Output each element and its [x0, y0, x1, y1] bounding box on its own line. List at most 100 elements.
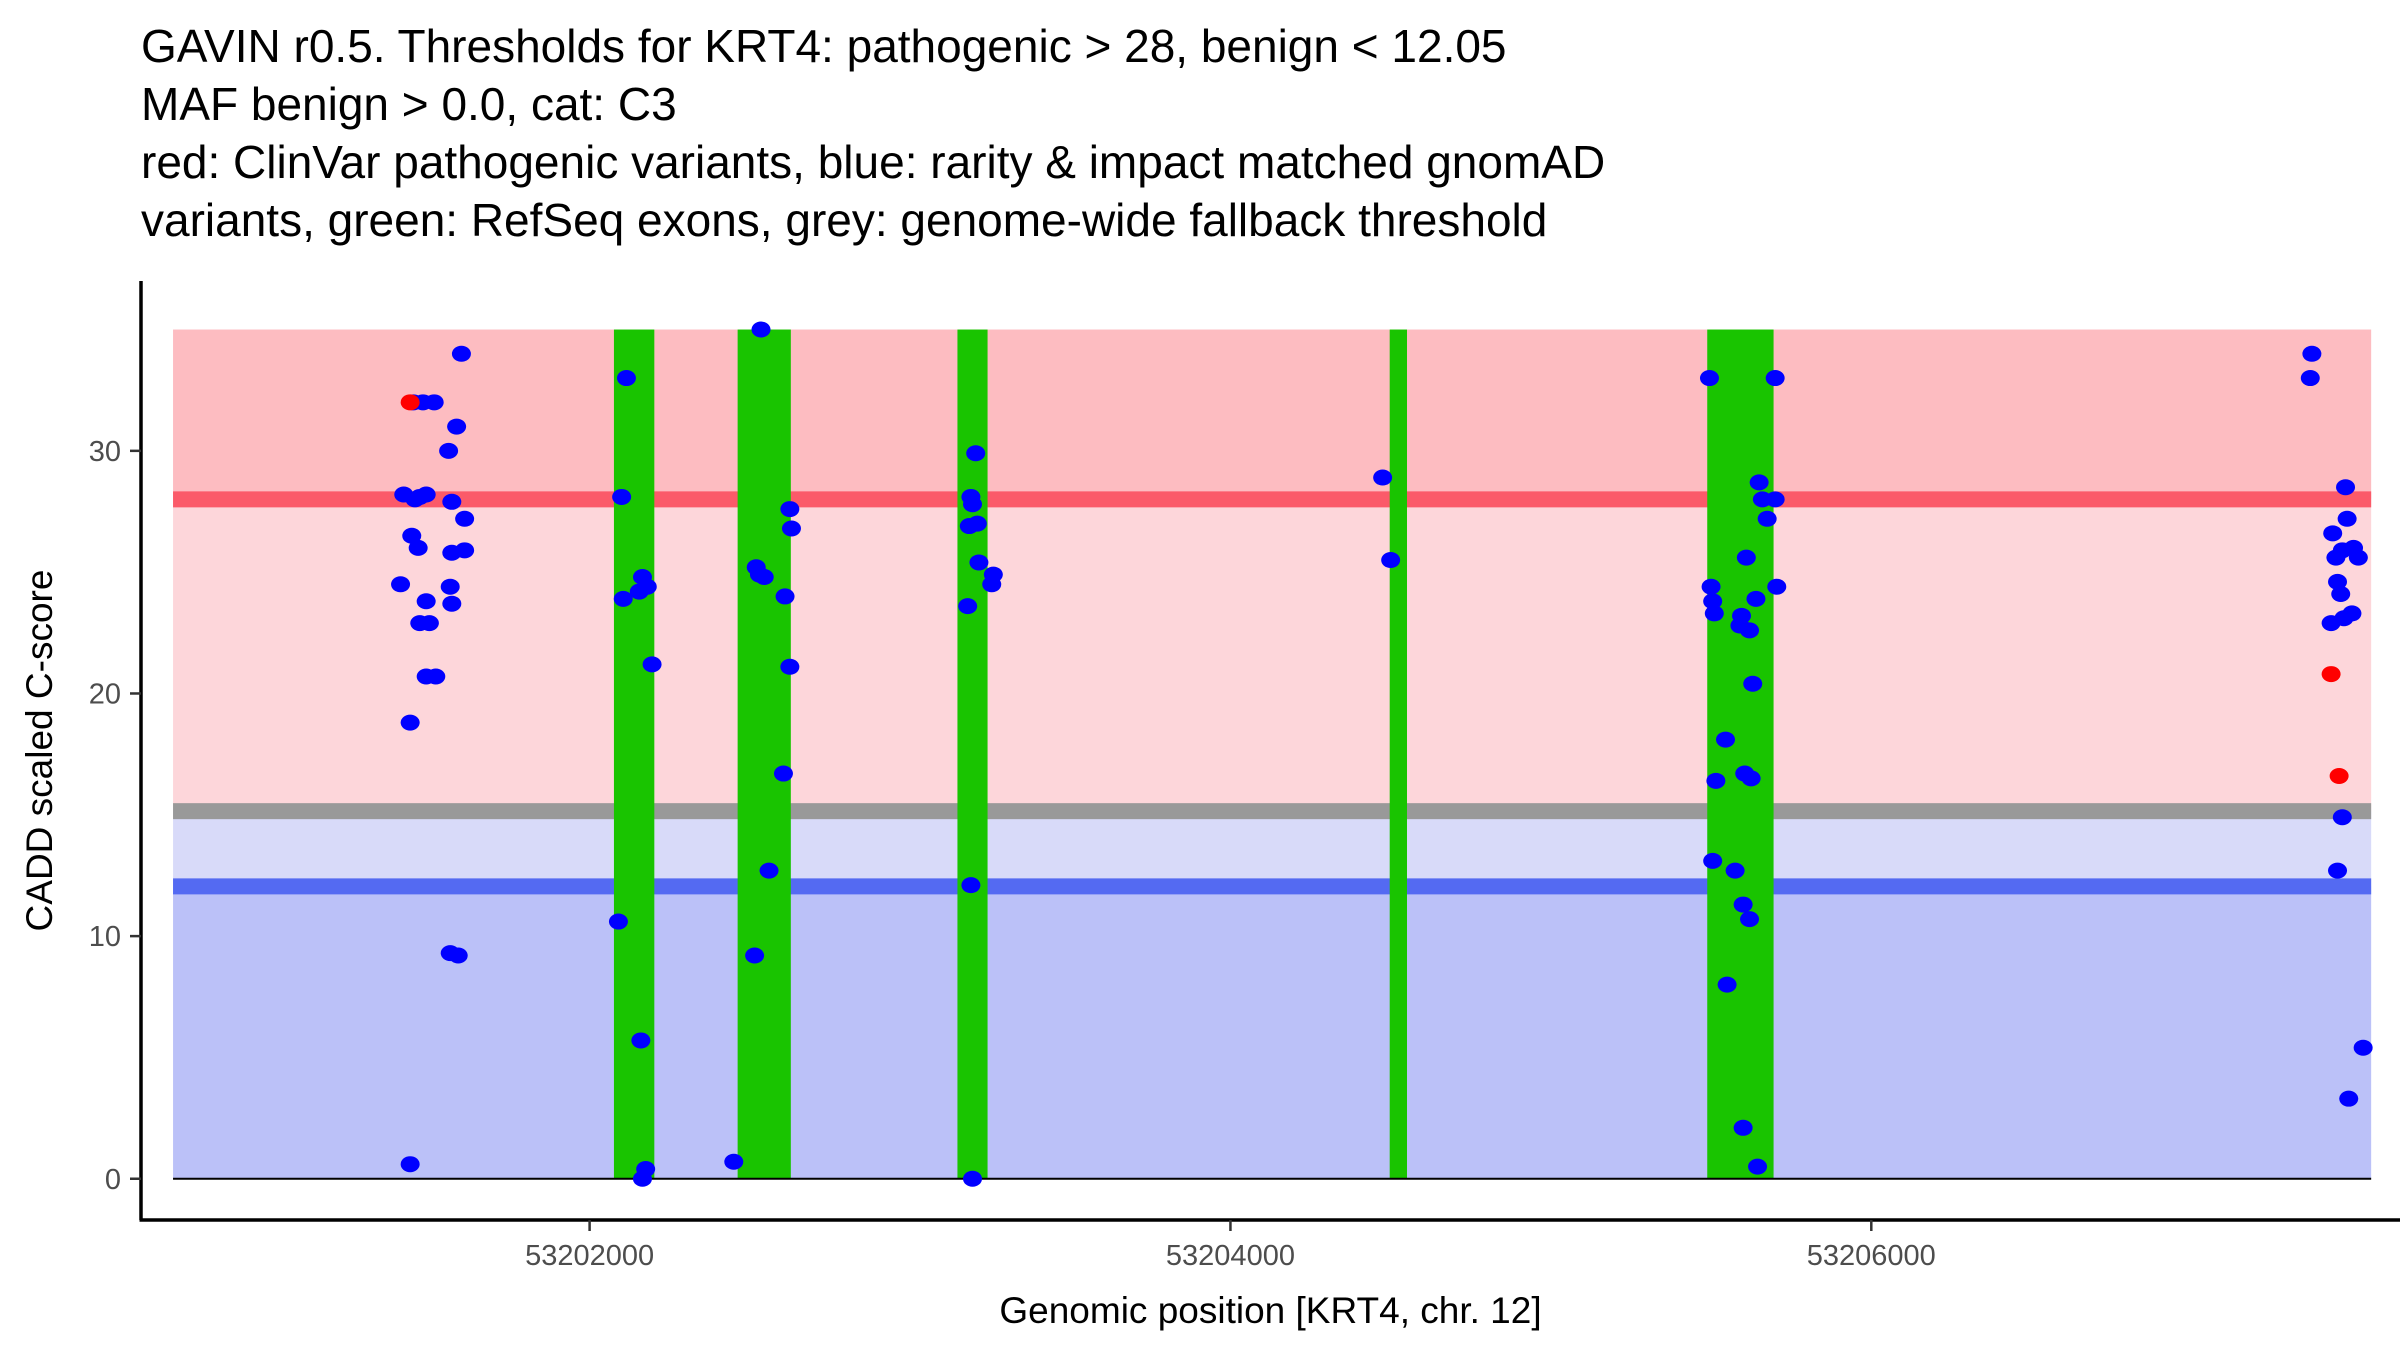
gnomad-variant-point [1703, 593, 1723, 610]
x-axis-ticks: 53202000 53204000 53206000 [525, 1220, 1936, 1272]
gnomad-variant-point [426, 668, 446, 685]
gnomad-variant-point [2339, 1090, 2359, 1107]
gnomad-variant-point [1748, 1158, 1768, 1175]
exon-bar [1389, 329, 1408, 1179]
gnomad-variant-point [451, 345, 471, 362]
gnomad-variant-point [1736, 549, 1756, 566]
gnomad-variant-point [1381, 552, 1401, 569]
title-line-2: MAF benign > 0.0, cat: C3 [141, 78, 677, 130]
gnomad-variant-point [447, 418, 467, 435]
gnomad-variant-point [1740, 911, 1760, 928]
gnomad-variant-point [1706, 772, 1726, 789]
gnomad-variant-point [1717, 976, 1737, 993]
x-axis-title: Genomic position [KRT4, chr. 12] [999, 1290, 1541, 1331]
gnomad-variant-point [408, 539, 428, 556]
gnomad-variant-point [751, 321, 771, 338]
y-axis-title: CADD scaled C-score [19, 570, 60, 932]
title-line-4: variants, green: RefSeq exons, grey: gen… [141, 194, 1547, 246]
gnomad-variant-point [2332, 809, 2352, 826]
exon-bar [613, 329, 655, 1179]
gnomad-variant-point [1725, 862, 1745, 879]
gnomad-variant-point [400, 1156, 420, 1173]
fallback-threshold-line [173, 803, 2372, 820]
title-line-1: GAVIN r0.5. Thresholds for KRT4: pathoge… [141, 20, 1507, 72]
gnomad-variant-point [2328, 862, 2348, 879]
x-tick-label: 53202000 [525, 1240, 654, 1272]
gnomad-variant-point [616, 370, 636, 387]
gnomad-variant-point [400, 714, 420, 731]
threshold-regions [173, 329, 2372, 1179]
y-tick-label: 20 [89, 678, 121, 710]
gnomad-variant-point [1757, 510, 1777, 527]
pathogenic-variant-point [400, 394, 420, 411]
pathogenic-variant-point [2329, 767, 2349, 784]
gnomad-variant-point [982, 576, 1002, 593]
gnomad-variant-point [419, 615, 439, 632]
gnomad-variant-point [1733, 1119, 1753, 1136]
gnomad-variant-point [2342, 605, 2362, 622]
exon-bar [1707, 329, 1774, 1179]
gnomad-variant-point [1716, 731, 1736, 748]
gnomad-variant-point [963, 1170, 983, 1187]
axes [139, 281, 2400, 1222]
gnomad-variant-point [1701, 578, 1721, 595]
gnomad-variant-point [2300, 370, 2320, 387]
y-tick-label: 0 [105, 1164, 121, 1196]
gnomad-variant-point [1749, 474, 1769, 491]
gnomad-variant-point [754, 569, 774, 586]
gnomad-variant-point [1743, 675, 1763, 692]
gnomad-variant-point [391, 576, 411, 593]
gnomad-variant-point [424, 394, 444, 411]
gnomad-variant-point [1733, 896, 1753, 913]
gnomad-variant-point [1699, 370, 1719, 387]
gnomad-variant-point [642, 656, 662, 673]
pathogenic-threshold-line [173, 491, 2372, 508]
gnomad-variant-point [780, 501, 800, 518]
gnomad-variant-point [775, 588, 795, 605]
x-tick-label: 53204000 [1166, 1240, 1295, 1272]
gnomad-variant-point [745, 947, 765, 964]
gnomad-variant-point [1703, 852, 1723, 869]
gnomad-variant-point [448, 947, 468, 964]
gnomad-variant-point [2353, 1039, 2373, 1056]
gnomad-variant-point [1765, 370, 1785, 387]
gnomad-variant-point [966, 445, 986, 462]
gnomad-variant-point [416, 593, 436, 610]
gnomad-variant-point [963, 496, 983, 513]
exon-bar [737, 329, 791, 1179]
gnomad-variant-point [1741, 770, 1761, 787]
gnomad-variant-point [1767, 578, 1787, 595]
exon-bars [613, 329, 1774, 1179]
gnomad-variant-point [967, 515, 987, 532]
gnomad-variant-point [1765, 491, 1785, 508]
variant-points [391, 321, 2373, 1187]
gnomad-variant-point [1746, 590, 1766, 607]
gnomad-variant-point [2348, 549, 2368, 566]
gnomad-variant-point [2328, 573, 2348, 590]
gnomad-variant-point [632, 1170, 652, 1187]
title-line-3: red: ClinVar pathogenic variants, blue: … [141, 136, 1605, 188]
gnomad-variant-point [2302, 345, 2322, 362]
benign-threshold-line [173, 878, 2372, 895]
gnomad-variant-point [773, 765, 793, 782]
gnomad-variant-point [442, 493, 462, 510]
y-axis-ticks: 0 10 20 30 [89, 436, 141, 1196]
gnomad-variant-point [781, 520, 801, 537]
gnomad-variant-point [958, 598, 978, 615]
gnomad-variant-point [612, 488, 632, 505]
gnomad-variant-point [455, 510, 475, 527]
gnomad-variant-point [455, 542, 475, 559]
gnomad-variant-point [631, 1032, 651, 1049]
gnomad-variant-point [969, 554, 989, 571]
pathogenic-region [173, 329, 2372, 500]
gnomad-variant-point [402, 527, 422, 544]
y-tick-label: 30 [89, 436, 121, 468]
intermediate-benign-region [173, 811, 2372, 887]
gnomad-variant-point [439, 442, 459, 459]
exon-bar [957, 329, 988, 1179]
gnomad-variant-point [442, 595, 462, 612]
gnomad-variant-point [2336, 479, 2356, 496]
gnomad-variant-point [759, 862, 779, 879]
gnomad-variant-point [780, 658, 800, 675]
gnomad-variant-point [613, 590, 633, 607]
